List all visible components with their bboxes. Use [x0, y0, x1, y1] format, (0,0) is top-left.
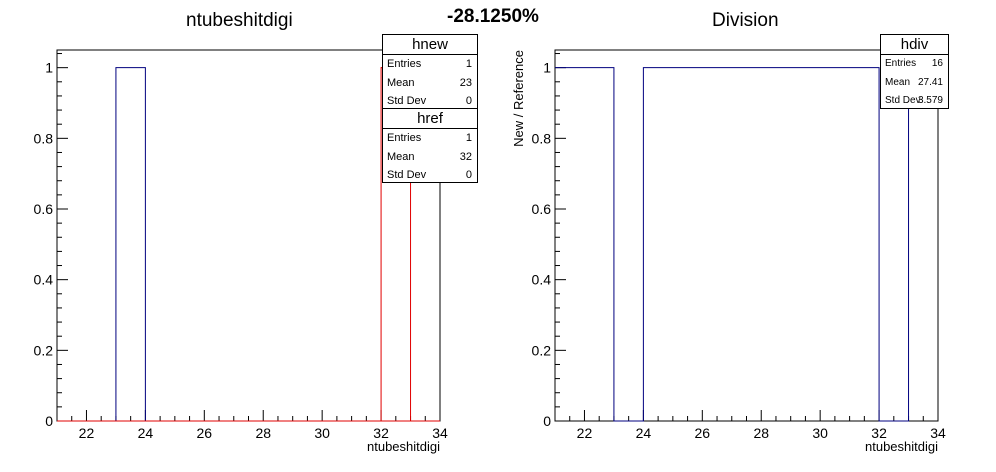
stats-value: 1	[465, 58, 472, 70]
bar-hnew	[116, 68, 145, 421]
left-chart-title: ntubeshitdigi	[186, 10, 293, 31]
stats-label: Entries	[885, 58, 917, 69]
stats-value: 0	[465, 95, 472, 107]
stats-box-title: hdiv	[881, 35, 948, 55]
bar-hdiv	[909, 68, 938, 421]
stats-label: Std Dev	[387, 95, 427, 107]
stats-row-stddev: Std Dev 0	[383, 166, 477, 185]
y-tick-label: 1	[543, 60, 551, 76]
stats-label: Mean	[387, 150, 415, 163]
y-axis-label: New / Reference	[511, 50, 526, 147]
y-tick-label: 0.2	[532, 342, 552, 358]
y-tick-label: 0.8	[34, 130, 54, 146]
right-panel: 22 24 26 28 30 32 34 0 0.2 0.4 0.6 0.8 1 ntubeshitdig…	[511, 49, 946, 454]
stats-label: Mean	[885, 76, 911, 88]
x-tick-label: 34	[930, 425, 946, 441]
stats-value: 1	[465, 132, 472, 144]
x-tick-label: 30	[314, 425, 330, 441]
left-panel: 22 24 26 28 30 32 34 0 0.2 0.4 0.6 0.8 1 ntubeshitdig…	[34, 49, 448, 454]
stats-row-entries: Entries 16	[881, 55, 948, 74]
stats-value: 3.579	[917, 95, 943, 106]
stats-label: Entries	[387, 58, 422, 70]
stats-value: 0	[465, 169, 472, 181]
bar-hdiv	[555, 68, 614, 421]
y-tick-label: 0.2	[34, 342, 54, 358]
stats-value: 23	[459, 76, 472, 89]
bar-hdiv	[643, 68, 879, 421]
x-tick-label: 32	[871, 425, 887, 441]
stats-row-stddev: Std Dev 0	[383, 92, 477, 111]
stats-label: Std Dev	[387, 169, 427, 181]
series-hdiv	[555, 67, 938, 422]
stats-label: Std Dev	[885, 95, 921, 106]
x-tick-label: 30	[812, 425, 828, 441]
stats-row-mean: Mean 32	[383, 148, 477, 167]
stats-row-mean: Mean 23	[383, 74, 477, 93]
stats-value: 27.41	[917, 76, 943, 88]
x-tick-label: 24	[138, 425, 154, 441]
right-chart-title: Division	[712, 10, 779, 31]
stats-value: 16	[931, 58, 943, 69]
x-tick-label: 22	[577, 425, 593, 441]
stats-label: Mean	[387, 76, 415, 89]
x-axis-label: ntubeshitdigi	[367, 439, 440, 454]
x-tick-label: 26	[695, 425, 711, 441]
x-tick-label: 28	[753, 425, 769, 441]
stats-row-mean: Mean 27.41	[881, 74, 948, 93]
y-tick-label: 0.4	[532, 272, 552, 288]
y-tick-label: 0.8	[532, 130, 552, 146]
stats-label: Entries	[387, 132, 422, 144]
stats-box-title: href	[383, 109, 477, 129]
stats-box-title: hnew	[383, 35, 477, 55]
y-tick-label: 0	[45, 413, 53, 429]
x-tick-label: 34	[432, 425, 448, 441]
stats-row-entries: Entries 1	[383, 129, 477, 148]
x-tick-label: 24	[636, 425, 652, 441]
stats-box-hnew: hnew Entries 1 Mean 23 Std Dev 0	[382, 34, 478, 109]
y-tick-label: 0.6	[34, 201, 54, 217]
y-tick-label: 0	[543, 413, 551, 429]
stats-value: 32	[459, 150, 472, 163]
x-axis-label: ntubeshitdigi	[865, 439, 938, 454]
x-tick-label: 22	[79, 425, 95, 441]
x-tick-label: 26	[197, 425, 213, 441]
y-tick-label: 0.4	[34, 272, 54, 288]
stats-box-hdiv: hdiv Entries 16 Mean 27.41 Std Dev 3.579	[880, 34, 949, 109]
x-tick-label: 28	[255, 425, 271, 441]
y-tick-label: 1	[45, 60, 53, 76]
stats-row-entries: Entries 1	[383, 55, 477, 74]
stats-box-href: href Entries 1 Mean 32 Std Dev 0	[382, 108, 478, 183]
x-tick-label: 32	[373, 425, 389, 441]
stats-row-stddev: Std Dev 3.579	[881, 92, 948, 111]
y-tick-label: 0.6	[532, 201, 552, 217]
difference-percentage: -28.1250%	[447, 6, 539, 27]
